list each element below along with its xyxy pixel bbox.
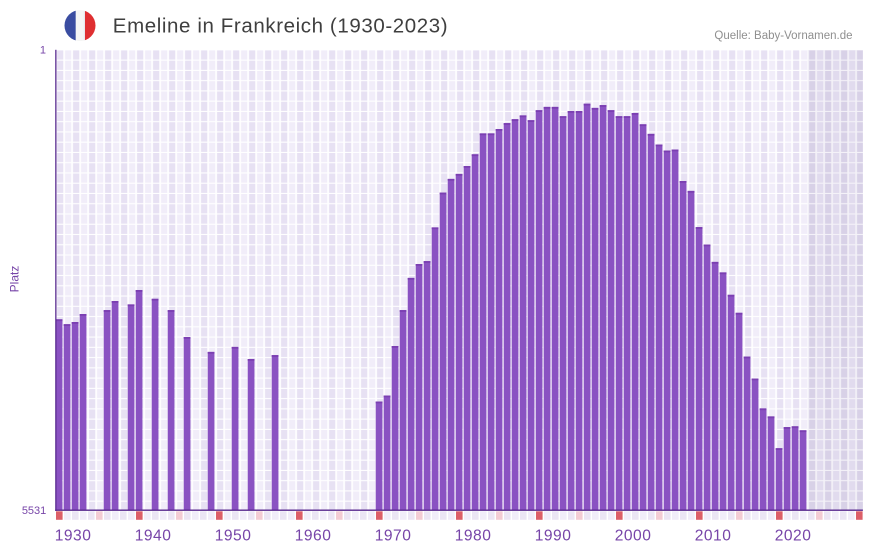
svg-text:2010: 2010 (695, 528, 732, 545)
svg-text:1980: 1980 (455, 528, 492, 545)
svg-text:1: 1 (40, 45, 46, 57)
svg-text:1930: 1930 (55, 528, 92, 545)
svg-text:2020: 2020 (775, 528, 812, 545)
svg-text:1940: 1940 (135, 528, 172, 545)
svg-text:Platz: Platz (8, 266, 22, 293)
svg-text:1990: 1990 (535, 528, 572, 545)
svg-text:1950: 1950 (215, 528, 252, 545)
svg-text:1960: 1960 (295, 528, 332, 545)
svg-text:Emeline in Frankreich (1930-20: Emeline in Frankreich (1930-2023) (113, 14, 448, 37)
svg-text:2000: 2000 (615, 528, 652, 545)
svg-text:1970: 1970 (375, 528, 412, 545)
svg-text:5531: 5531 (22, 505, 46, 517)
svg-text:Quelle: Baby-Vornamen.de: Quelle: Baby-Vornamen.de (714, 30, 852, 42)
